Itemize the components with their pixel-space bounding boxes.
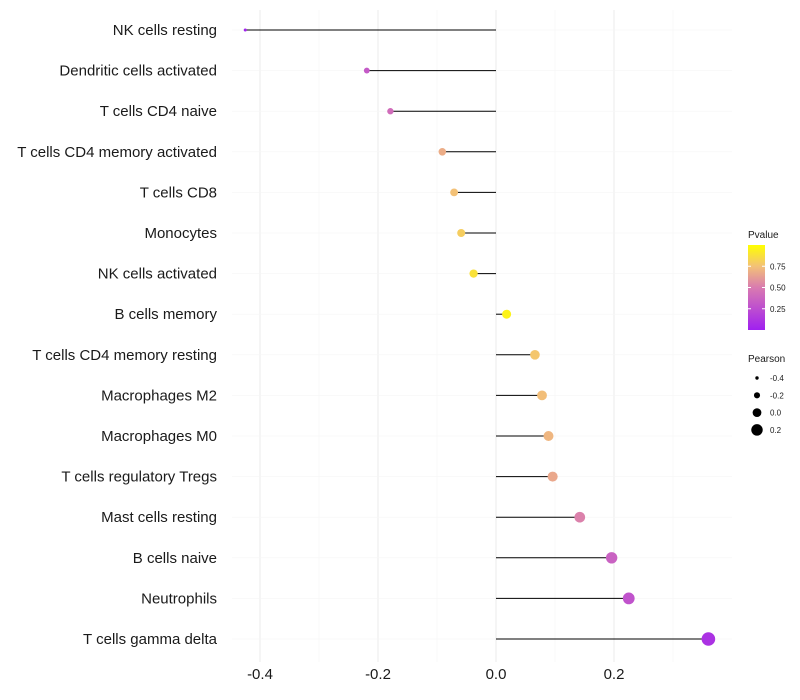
pvalue-legend: Pvalue 0.25 0.50 0.75 [748,230,786,330]
point-3 [387,108,394,115]
grid-layer [232,10,732,662]
category-label: T cells regulatory Tregs [61,469,217,486]
size-key-label: 0.2 [770,426,782,435]
category-label: Dendritic cells activated [59,63,217,80]
category-label: Monocytes [144,225,217,242]
point-7 [469,269,478,278]
category-label-layer: NK cells resting Dendritic cells activate… [17,22,217,648]
size-key-dot [753,392,761,399]
x-tick-label: -0.4 [247,666,273,683]
colorbar-tick-label: 0.50 [770,284,786,293]
x-tick-label: -0.2 [365,666,391,683]
size-key-label: 0.0 [770,409,782,418]
category-label: B cells naive [133,550,217,567]
point-4 [438,148,447,156]
point-10 [537,390,547,401]
stem-layer [245,29,709,640]
point-5 [450,188,459,197]
pearson-legend-title: Pearson [748,354,785,365]
size-key-label: -0.4 [770,374,784,383]
x-tick-layer: -0.4 -0.2 0.0 0.2 [247,666,624,683]
size-key-dot [755,376,759,380]
category-label: Macrophages M0 [101,428,217,445]
point-13 [574,511,586,523]
point-9 [530,349,540,360]
category-label: T cells CD4 naive [100,103,217,120]
category-label: Macrophages M2 [101,387,217,404]
category-label: T cells CD4 memory activated [17,144,217,161]
x-tick-label: 0.2 [604,666,625,683]
pvalue-colorbar [748,245,765,330]
category-label: Neutrophils [141,590,217,607]
category-label: T cells CD4 memory resting [32,347,217,364]
point-15 [622,592,635,605]
point-14 [605,552,618,564]
point-2 [363,67,370,74]
category-label: NK cells resting [113,22,217,39]
size-key-dot [751,424,763,436]
colorbar-tick-label: 0.25 [770,305,786,314]
category-label: T cells gamma delta [83,631,218,648]
category-label: B cells memory [114,306,217,323]
size-key-dot [752,408,762,417]
pearson-legend: Pearson -0.4 -0.2 0.0 0.2 [748,354,785,436]
x-tick-label: 0.0 [486,666,507,683]
point-1 [243,28,247,32]
point-layer [243,28,716,646]
point-16 [701,632,716,646]
size-key-label: -0.2 [770,391,784,400]
point-11 [543,431,554,441]
category-label: Mast cells resting [101,509,217,526]
point-6 [457,229,466,237]
pvalue-legend-title: Pvalue [748,230,779,241]
point-8 [502,309,512,319]
point-12 [547,471,558,482]
category-label: T cells CD8 [140,184,217,201]
colorbar-tick-label: 0.75 [770,262,786,271]
category-label: NK cells activated [98,266,217,283]
